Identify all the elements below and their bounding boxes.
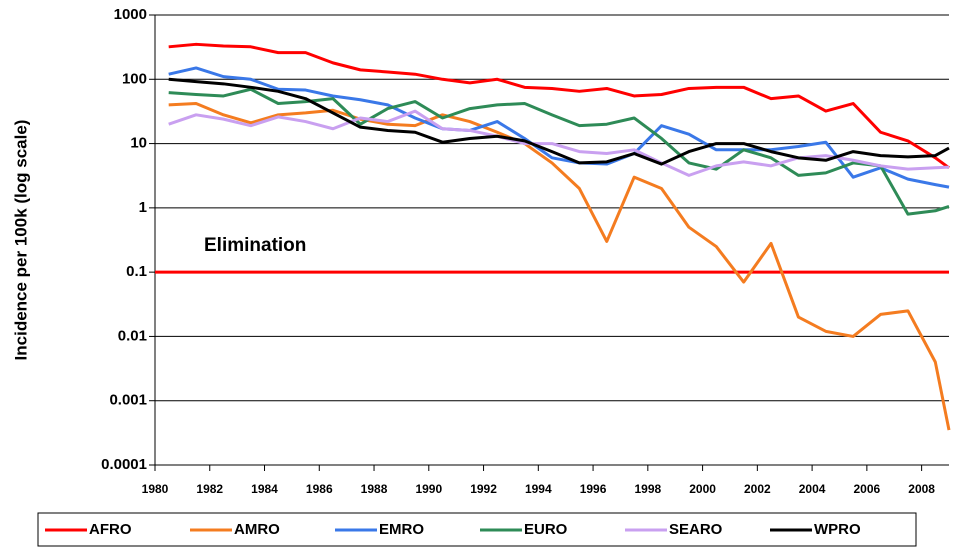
x-tick-label: 2004 — [799, 482, 826, 496]
x-tick-label: 1998 — [634, 482, 661, 496]
legend-box — [37, 512, 917, 547]
legend-label: WPRO — [814, 521, 861, 538]
series-line — [168, 87, 950, 216]
y-tick-label: 1000 — [114, 6, 147, 23]
x-tick-label: 1982 — [196, 482, 223, 496]
x-tick-label: 2002 — [744, 482, 771, 496]
series-line — [168, 102, 951, 431]
series-line — [168, 109, 950, 177]
y-tick-label: 10 — [130, 135, 147, 152]
x-tick-label: 1984 — [251, 482, 278, 496]
x-tick-label: 1996 — [580, 482, 607, 496]
legend-label: EURO — [524, 521, 568, 538]
x-tick-label: 1986 — [306, 482, 333, 496]
y-tick-label: 0.001 — [109, 392, 147, 409]
legend-label: AMRO — [234, 521, 280, 538]
x-tick-label: 1994 — [525, 482, 552, 496]
y-axis-label: Incidence per 100k (log scale) — [11, 120, 30, 361]
x-tick-label: 2000 — [689, 482, 716, 496]
legend-label: SEARO — [669, 521, 723, 538]
series-line — [168, 42, 950, 170]
y-tick-label: 0.1 — [126, 263, 147, 280]
x-tick-label: 2008 — [908, 482, 935, 496]
x-tick-label: 1992 — [470, 482, 497, 496]
y-tick-label: 0.0001 — [101, 456, 147, 473]
x-tick-label: 1988 — [361, 482, 388, 496]
x-tick-label: 1980 — [142, 482, 169, 496]
legend-label: AFRO — [89, 521, 132, 538]
y-tick-label: 1 — [139, 199, 147, 216]
legend-label: EMRO — [379, 521, 424, 538]
y-tick-label: 0.01 — [118, 327, 147, 344]
x-tick-label: 2006 — [854, 482, 881, 496]
reference-label: Elimination — [204, 235, 306, 256]
y-tick-label: 100 — [122, 70, 147, 87]
series-line — [168, 77, 950, 166]
x-tick-label: 1990 — [415, 482, 442, 496]
series-line — [168, 66, 950, 189]
